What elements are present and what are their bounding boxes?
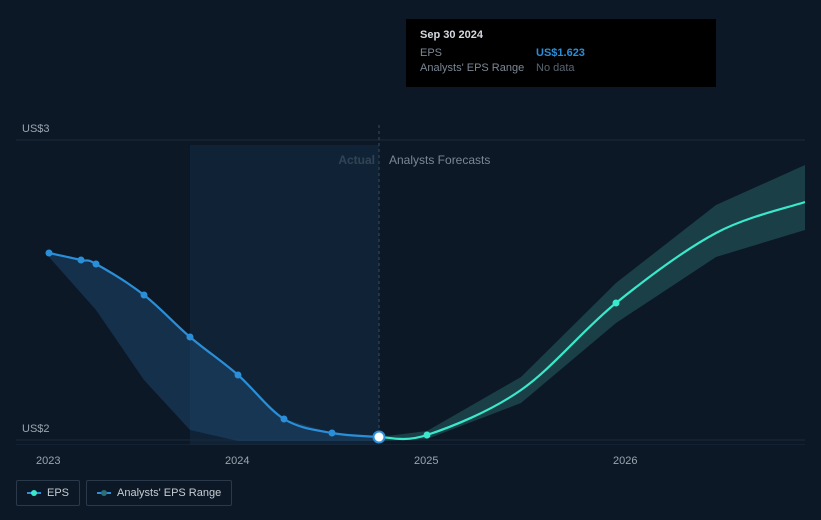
x-tick-label: 2025 [414,455,438,467]
legend-label: Analysts' EPS Range [117,487,221,499]
x-tick-label: 2026 [613,455,637,467]
eps-chart: US$3 US$2 2023 2024 2025 2026 Actual Ana… [16,125,805,445]
legend-marker-icon [27,492,41,494]
chart-svg[interactable] [16,125,805,445]
x-tick-label: 2023 [36,455,60,467]
x-tick-label: 2024 [225,455,249,467]
tooltip-row: EPS US$1.623 [420,47,702,59]
tooltip-key: EPS [420,47,536,59]
legend-label: EPS [47,487,69,499]
chart-legend: EPS Analysts' EPS Range [16,480,232,506]
legend-marker-icon [97,492,111,494]
tooltip-value: No data [536,62,575,74]
tooltip-row: Analysts' EPS Range No data [420,62,702,74]
legend-item-range[interactable]: Analysts' EPS Range [86,480,232,506]
tooltip-date: Sep 30 2024 [420,29,702,41]
chart-tooltip: Sep 30 2024 EPS US$1.623 Analysts' EPS R… [406,19,716,87]
tooltip-key: Analysts' EPS Range [420,62,536,74]
legend-item-eps[interactable]: EPS [16,480,80,506]
tooltip-value: US$1.623 [536,47,585,59]
